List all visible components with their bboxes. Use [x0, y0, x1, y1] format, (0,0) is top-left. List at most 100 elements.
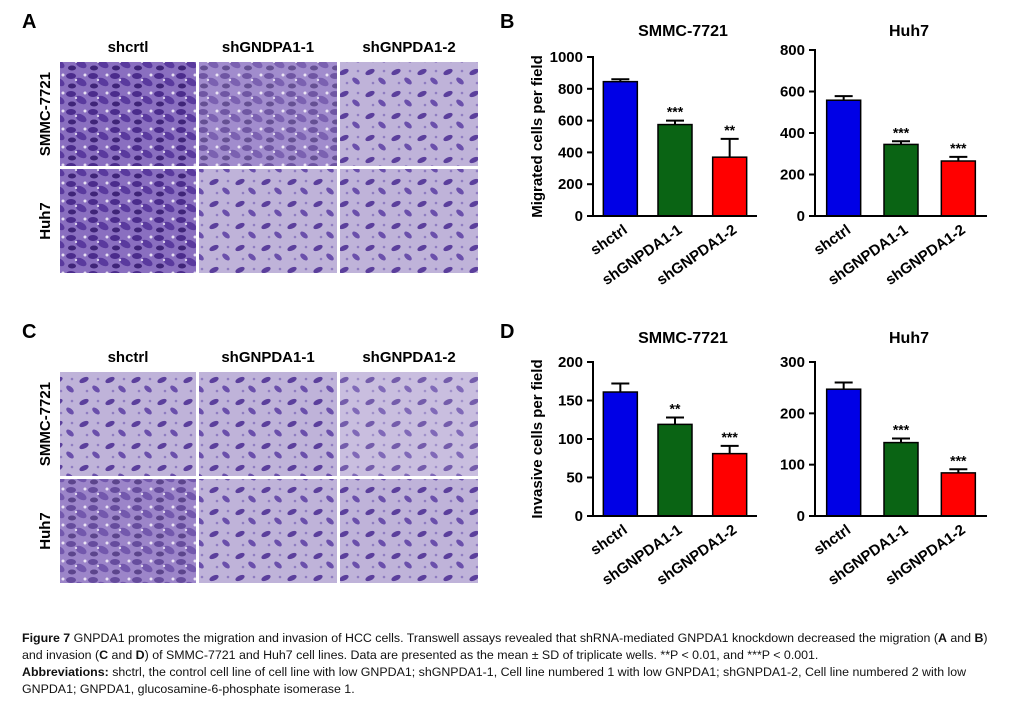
micrograph	[60, 169, 196, 273]
panel-ref: D	[135, 648, 145, 662]
error-bar	[666, 119, 684, 125]
y-tick-label: 800	[558, 81, 583, 98]
y-tick-label: 200	[780, 167, 805, 184]
y-tick-label: 0	[797, 208, 805, 225]
row-label: SMMC-7721	[37, 72, 54, 156]
bar	[711, 156, 748, 217]
y-tick-label: 50	[566, 470, 583, 487]
chart-title: Huh7	[889, 330, 929, 347]
caption-part: ) of SMMC-7721 and Huh7 cell lines. Data…	[144, 648, 819, 662]
caption-text: Figure 7 GNPDA1 promotes the migration a…	[22, 630, 1007, 664]
figure-graphics: A B C D shcrtl shGNDPA1-1 shGNPDA1-2 SMMC-7…	[22, 11, 987, 589]
significance: ***	[667, 104, 684, 120]
abbreviations: Abbreviations: shctrl, the control cell …	[22, 664, 1007, 698]
bar	[825, 388, 862, 517]
row-label: Huh7	[37, 202, 54, 240]
caption: Figure 7 GNPDA1 promotes the migration a…	[22, 630, 1007, 698]
micrograph	[60, 62, 196, 166]
y-tick-label: 400	[558, 144, 583, 161]
micrograph	[199, 479, 337, 583]
y-tick-label: 100	[780, 457, 805, 474]
micrograph	[340, 372, 478, 476]
chart-title: SMMC-7721	[638, 23, 728, 40]
y-tick-label: 0	[575, 508, 583, 525]
error-bar	[834, 95, 853, 101]
y-tick-label: 600	[780, 84, 805, 101]
y-tick-label: 0	[575, 208, 583, 225]
significance: **	[724, 122, 735, 138]
abbreviations-label: Abbreviations:	[22, 665, 109, 679]
error-bar	[834, 381, 853, 390]
y-tick-label: 400	[780, 125, 805, 142]
panel-letter: C	[22, 321, 36, 343]
error-bar	[949, 468, 968, 473]
column-label: shcrtl	[108, 39, 149, 56]
column-label: shGNDPA1-1	[222, 39, 314, 56]
error-bar	[949, 155, 968, 162]
micrograph	[199, 372, 337, 476]
figure-label: Figure 7	[22, 631, 71, 645]
micrograph	[340, 169, 478, 273]
chart-title: Huh7	[889, 23, 929, 40]
bar	[940, 160, 977, 217]
axes	[592, 56, 757, 217]
chart-title: SMMC-7721	[638, 330, 728, 347]
significance: ***	[721, 429, 738, 445]
x-tick-label: shctrl	[811, 521, 854, 558]
significance: ***	[950, 140, 967, 156]
bar	[602, 391, 639, 517]
error-bar	[611, 78, 630, 82]
significance: ***	[950, 452, 967, 468]
bar	[883, 143, 919, 217]
column-label: shctrl	[108, 349, 149, 366]
panel-ref: C	[99, 648, 109, 662]
error-bar	[666, 416, 684, 425]
panel-letter: A	[22, 11, 36, 33]
y-tick-label: 200	[558, 354, 583, 371]
panel-ref: A	[937, 631, 947, 645]
abbreviations-text: shctrl, the control cell line of cell li…	[22, 665, 967, 696]
y-tick-label: 0	[797, 508, 805, 525]
micrographs-c	[60, 372, 478, 583]
error-bar	[720, 137, 739, 158]
column-label: shGNPDA1-2	[362, 349, 455, 366]
panel-letter: D	[500, 321, 514, 343]
bar	[825, 99, 862, 217]
y-tick-label: 200	[558, 176, 583, 193]
error-bar	[892, 437, 910, 443]
micrograph	[60, 372, 196, 476]
y-tick-label: 200	[780, 405, 805, 422]
x-tick-label: shctrl	[587, 521, 630, 558]
caption-part: and	[946, 631, 975, 645]
micrograph	[199, 62, 337, 166]
x-tick-label: shctrl	[587, 221, 630, 258]
bar	[940, 472, 977, 517]
significance: **	[670, 400, 681, 416]
y-tick-label: 300	[780, 354, 805, 371]
axes	[592, 361, 757, 517]
column-label: shGNPDA1-2	[362, 39, 455, 56]
x-tick-label: shctrl	[811, 221, 854, 258]
y-tick-label: 150	[558, 393, 583, 410]
significance: ***	[893, 421, 910, 437]
panel-letter: B	[500, 11, 514, 33]
row-label: SMMC-7721	[37, 382, 54, 466]
y-tick-label: 800	[780, 42, 805, 59]
axes	[814, 49, 987, 217]
bar	[657, 423, 693, 517]
bar	[657, 123, 693, 217]
micrograph	[60, 479, 196, 583]
caption-part: GNPDA1 promotes the migration and invasi…	[70, 631, 938, 645]
bar	[883, 441, 919, 517]
caption-part: and	[108, 648, 136, 662]
row-label: Huh7	[37, 512, 54, 550]
bar	[711, 452, 748, 517]
significance: ***	[893, 124, 910, 140]
y-axis-label: Migrated cells per field	[529, 55, 546, 218]
error-bar	[611, 382, 630, 393]
axes	[814, 361, 987, 517]
y-tick-label: 1000	[550, 49, 583, 66]
bar	[602, 80, 639, 217]
caption-part: ) and invasion (	[22, 631, 988, 662]
